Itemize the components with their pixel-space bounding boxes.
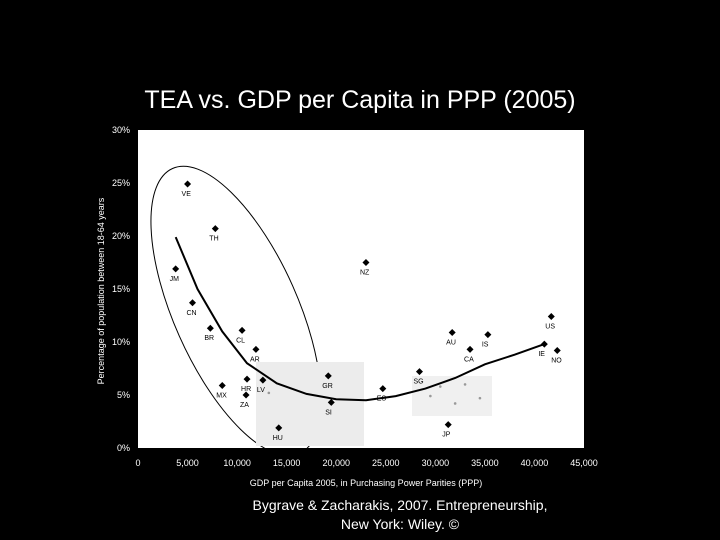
data-point-label: NZ	[360, 270, 370, 277]
data-point-label: ZA	[240, 402, 249, 409]
data-point-label: AU	[446, 339, 456, 346]
data-point-faint	[267, 391, 271, 395]
data-point-es	[379, 385, 387, 393]
data-point-label: IE	[538, 351, 545, 358]
data-point-ie	[540, 340, 548, 348]
x-tick-label: 25,000	[372, 458, 400, 468]
data-point-hu	[275, 424, 283, 432]
data-point-ve	[184, 180, 192, 188]
chart-title: TEA vs. GDP per Capita in PPP (2005)	[144, 86, 576, 114]
citation-line-2: New York: Wiley. ©	[340, 516, 460, 532]
data-point-label: BR	[204, 335, 214, 342]
citation-caption: Bygrave & Zacharakis, 2007. Entrepreneur…	[200, 496, 600, 534]
x-tick-label: 0	[135, 458, 140, 468]
data-point-jm	[172, 265, 180, 273]
data-point-nz	[362, 259, 370, 266]
data-point-label: ES	[377, 396, 387, 403]
data-point-label: TH	[209, 236, 218, 243]
data-point-is	[484, 331, 492, 339]
data-point-label: AR	[250, 356, 260, 363]
data-point-faint	[453, 402, 457, 405]
data-point-label: HR	[241, 386, 251, 393]
data-point-label: VE	[182, 191, 192, 198]
x-tick-label: 45,000	[570, 458, 598, 468]
data-point-jp	[444, 421, 452, 429]
data-point-label: CA	[464, 356, 474, 363]
data-point-label: GR	[322, 383, 333, 390]
data-point-label: SG	[413, 379, 423, 386]
data-point-label: LV	[257, 387, 265, 394]
data-point-th	[211, 225, 219, 233]
data-point-label: NO	[551, 357, 562, 364]
x-tick-label: 35,000	[471, 458, 499, 468]
data-point-au	[448, 328, 456, 336]
data-point-ca	[466, 345, 474, 353]
y-tick-label: 25%	[112, 178, 130, 188]
x-axis-label: GDP per Capita 2005, in Purchasing Power…	[250, 478, 482, 488]
data-point-label: MX	[216, 392, 227, 399]
data-point-sg	[415, 368, 423, 376]
trend-line	[174, 236, 545, 402]
data-point-label: CN	[187, 310, 197, 317]
overlay-box	[412, 376, 492, 416]
x-tick-label: 10,000	[223, 458, 251, 468]
x-tick-label: 30,000	[422, 458, 450, 468]
data-point-mx	[218, 381, 226, 389]
data-point-no	[553, 346, 561, 354]
y-tick-label: 30%	[112, 125, 130, 135]
citation-line-1: Bygrave & Zacharakis, 2007. Entrepreneur…	[252, 497, 548, 513]
data-point-label: CL	[236, 337, 245, 344]
y-axis-label: Percentage of population between 18-64 y…	[96, 197, 106, 384]
data-point-si	[327, 398, 335, 406]
data-point-ar	[252, 345, 260, 353]
data-point-label: HU	[273, 435, 283, 442]
data-point-label: IS	[482, 342, 489, 349]
y-tick-label: 10%	[112, 337, 130, 347]
data-point-za	[242, 391, 250, 399]
data-point-faint	[438, 385, 442, 388]
data-point-faint	[429, 394, 432, 398]
data-point-cl	[238, 326, 246, 334]
data-point-gr	[324, 372, 332, 380]
x-tick-label: 15,000	[273, 458, 301, 468]
y-tick-label: 5%	[117, 390, 130, 400]
y-tick-label: 20%	[112, 231, 130, 241]
y-tick-label: 15%	[112, 284, 130, 294]
data-point-label: JM	[170, 276, 180, 283]
data-point-faint	[478, 396, 482, 400]
data-point-lv	[259, 376, 267, 384]
data-point-us	[547, 313, 555, 321]
y-tick-label: 0%	[117, 443, 130, 453]
data-point-label: SI	[325, 409, 332, 416]
data-point-cn	[189, 299, 197, 307]
grouping-ellipse	[150, 165, 322, 457]
overlay-box	[256, 362, 364, 446]
data-point-faint	[463, 383, 467, 386]
data-point-label: US	[545, 324, 555, 331]
x-tick-label: 5,000	[176, 458, 199, 468]
x-tick-label: 20,000	[322, 458, 350, 468]
data-point-br	[206, 324, 214, 332]
data-point-label: JP	[442, 432, 451, 439]
data-point-hr	[243, 375, 251, 383]
x-tick-label: 40,000	[521, 458, 549, 468]
